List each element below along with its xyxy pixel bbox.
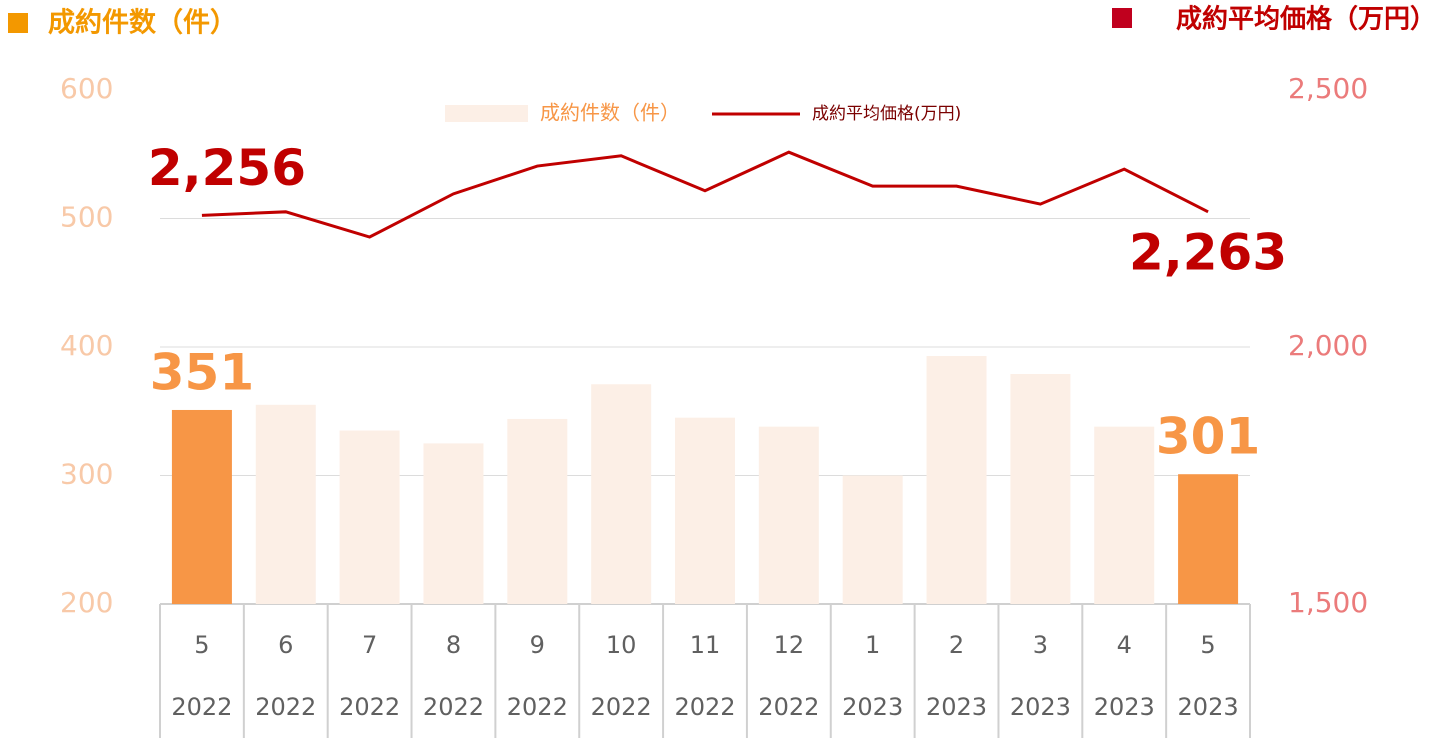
y2-tick-label: 1,500 — [1288, 586, 1368, 619]
bar — [926, 355, 987, 604]
y-tick-label: 300 — [60, 458, 113, 491]
bar — [339, 430, 400, 604]
x-tick-label: 1 — [865, 631, 880, 659]
bar — [507, 418, 568, 604]
bar — [675, 417, 735, 604]
x-tick-label: 2023 — [1178, 693, 1239, 721]
x-tick-label: 11 — [690, 631, 721, 659]
data-label: 2,263 — [1129, 223, 1287, 281]
y-tick-label: 400 — [60, 329, 113, 362]
x-tick-label: 2022 — [171, 693, 232, 721]
bar — [1178, 474, 1239, 604]
y-axis-title: 成約件数（件） — [48, 7, 237, 39]
legend-square — [8, 13, 28, 33]
data-label: 301 — [1156, 408, 1260, 466]
data-label: 351 — [150, 343, 254, 401]
bar — [758, 426, 819, 604]
x-tick-label: 5 — [1200, 631, 1215, 659]
bar — [423, 443, 484, 604]
x-tick-label: 7 — [362, 631, 377, 659]
bar — [171, 409, 232, 604]
legend-label: 成約平均価格(万円) — [812, 104, 961, 124]
x-tick-label: 2 — [949, 631, 964, 659]
bar — [1094, 426, 1155, 604]
legend-label: 成約件数（件） — [540, 101, 680, 125]
x-tick-label: 6 — [278, 631, 293, 659]
legend-swatch — [445, 105, 528, 122]
x-tick-label: 2023 — [1010, 693, 1071, 721]
x-tick-label: 2022 — [507, 693, 568, 721]
x-tick-label: 9 — [530, 631, 545, 659]
bar — [591, 384, 652, 604]
line — [201, 150, 1209, 239]
legend-square — [1112, 8, 1132, 28]
x-tick-label: 2023 — [926, 693, 987, 721]
x-tick-label: 2022 — [339, 693, 400, 721]
x-tick-label: 3 — [1033, 631, 1048, 659]
bar — [255, 404, 316, 604]
x-tick-label: 2023 — [842, 693, 903, 721]
x-tick-label: 2022 — [758, 693, 819, 721]
x-tick-label: 2022 — [674, 693, 735, 721]
y2-tick-label: 2,000 — [1288, 329, 1368, 362]
bar — [842, 475, 903, 604]
x-tick-label: 2023 — [1094, 693, 1155, 721]
x-tick-label: 2022 — [255, 693, 316, 721]
y-tick-label: 500 — [60, 201, 113, 234]
y2-axis-title: 成約平均価格（万円） — [1176, 4, 1436, 35]
x-tick-label: 8 — [446, 631, 461, 659]
y-tick-label: 200 — [60, 586, 113, 619]
x-tick-label: 2022 — [423, 693, 484, 721]
y2-tick-label: 2,500 — [1288, 72, 1368, 105]
x-tick-label: 2022 — [591, 693, 652, 721]
x-tick-label: 5 — [194, 631, 209, 659]
x-tick-label: 4 — [1117, 631, 1132, 659]
bar — [1010, 373, 1071, 604]
data-label: 2,256 — [148, 139, 306, 197]
y-tick-label: 600 — [60, 72, 113, 105]
x-tick-label: 12 — [774, 631, 805, 659]
x-tick-label: 10 — [606, 631, 637, 659]
